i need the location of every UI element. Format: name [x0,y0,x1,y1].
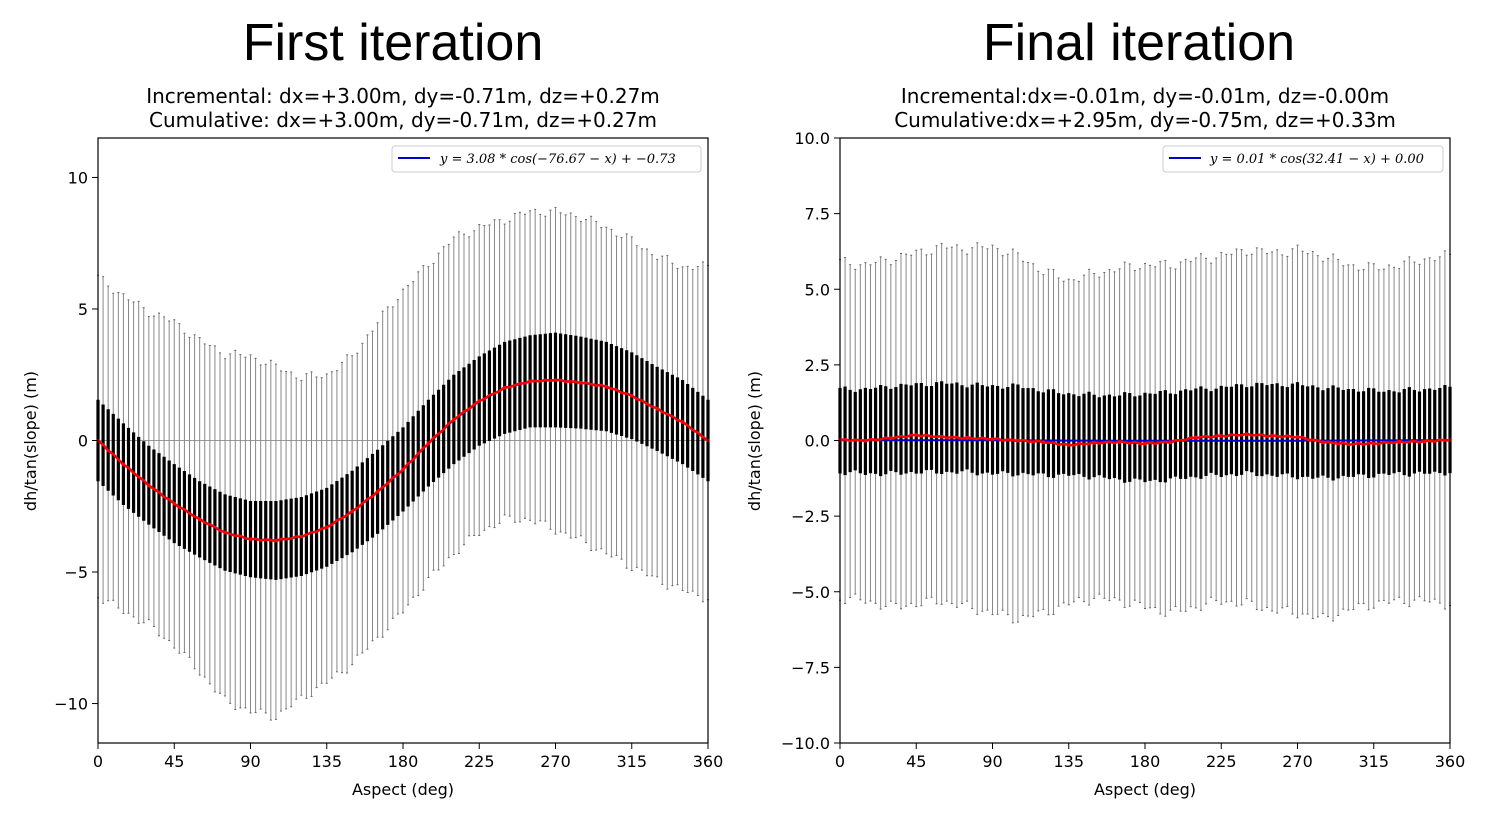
left-y-tick-label: −10 [54,695,88,714]
left-median-point [324,525,329,530]
right-fit-curve [840,439,1451,442]
right-y-tick-label: 0.0 [805,432,830,451]
right-x-tick-label: 180 [1130,752,1161,771]
left-median-point [172,501,177,506]
left-y-axis-label: dh/tan(slope) (m) [21,371,40,511]
left-median-point [299,534,304,539]
right-median-point [1346,442,1351,446]
left-legend-label: y = 3.08 * cos(−76.67 − x) + −0.73 [439,152,676,167]
left-x-tick-label: 90 [240,752,260,771]
right-median-point [1168,440,1173,444]
right-y-tick-label: 7.5 [805,205,830,224]
right-median-point [939,435,944,439]
left-median-point [426,441,431,445]
right-median-point [1041,440,1046,444]
right-median-point [863,438,868,443]
left-median-point [604,384,609,389]
right-y-tick-label: −10.0 [781,734,830,753]
right-x-tick-label: 0 [835,752,845,771]
right-median-point [1371,441,1376,446]
right-chart-subtitle-incremental: Incremental:dx=-0.01m, dy=-0.01m, dz=-0.… [901,84,1389,108]
left-chart-subtitle-incremental: Incremental: dx=+3.00m, dy=-0.71m, dz=+0… [146,84,660,108]
left-median-point [553,378,558,382]
left-x-tick-label: 180 [388,752,419,771]
right-median-point [889,436,893,440]
left-median-point [528,379,532,384]
left-y-tick-label: 10 [68,168,88,187]
left-x-axis-label: Aspect (deg) [352,780,454,799]
right-median-point [1422,439,1427,444]
left-median-point [477,399,482,403]
left-plot-area: 0 45 90 135 180 225 270 315 360 10 5 0 −5 −10 [54,137,724,771]
right-x-tick-label: 90 [982,752,1002,771]
right-median-point [1194,435,1198,440]
right-y-tick-label: 10.0 [794,129,830,148]
left-x-tick-label: 270 [540,752,571,771]
left-x-tick-label: 135 [311,752,342,771]
right-y-tick-label: −2.5 [791,507,830,526]
left-median-point [274,538,278,543]
right-median-point [1397,440,1401,444]
left-chart-subtitle-cumulative: Cumulative: dx=+3.00m, dy=-0.71m, dz=+0.… [149,108,657,132]
left-median-point [655,407,659,411]
right-x-tick-label: 225 [1206,752,1237,771]
right-median-point [1066,443,1071,447]
right-y-tick-label: 5.0 [805,280,830,299]
left-median-point [502,386,507,390]
right-median-point [1092,441,1096,445]
right-median-point [1295,435,1300,439]
right-errorbars [838,242,1452,624]
left-median-point [350,509,354,514]
left-y-tick-label: 0 [78,432,88,451]
right-y-tick-label: −5.0 [791,583,830,602]
left-median-point [401,467,405,472]
left-median-point [452,417,456,422]
right-median-point [1244,432,1249,437]
right-x-tick-label: 360 [1435,752,1466,771]
right-x-tick-label: 315 [1358,752,1389,771]
left-x-tick-label: 360 [693,752,724,771]
left-median-point [147,483,151,488]
left-errorbars [96,206,710,721]
right-chart-subtitle-cumulative: Cumulative:dx=+2.95m, dy=-0.75m, dz=+0.3… [894,108,1396,132]
left-median-point [121,462,126,466]
right-x-tick-label: 135 [1053,752,1084,771]
right-x-tick-label: 45 [906,752,926,771]
left-y-tick-label: −5 [64,563,88,582]
left-x-tick-label: 315 [616,752,647,771]
right-legend: y = 0.01 * cos(32.41 − x) + 0.00 [1162,145,1444,173]
right-plot-area: 0 45 90 135 180 225 270 315 360 10.0 7.5 5.0 2.5 0.0 −… [781,129,1465,771]
right-legend-label: y = 0.01 * cos(32.41 − x) + 0.00 [1209,152,1424,167]
right-median-point [1321,440,1325,444]
left-chart-title: First iteration [243,14,544,72]
left-median-point [629,393,634,398]
right-median-point [1219,434,1224,438]
right-x-tick-label: 270 [1282,752,1313,771]
right-median-point [1143,441,1147,446]
left-legend: y = 3.08 * cos(−76.67 − x) + −0.73 [391,145,702,173]
right-median-point [1117,440,1122,444]
right-chart-title: Final iteration [983,14,1295,72]
right-median-point [1016,438,1020,443]
right-y-tick-label: −7.5 [791,658,830,677]
left-x-tick-label: 45 [164,752,184,771]
left-y-tick-label: 5 [78,300,88,319]
right-median-point [1270,434,1274,438]
right-median-point [914,433,919,437]
left-median-point [248,537,253,541]
left-median-point [680,420,685,424]
left-median-point [223,530,227,535]
right-y-axis-label: dh/tan(slope) (m) [745,371,764,511]
left-x-tick-label: 0 [93,752,103,771]
right-x-axis-label: Aspect (deg) [1094,780,1196,799]
left-median-point [579,380,583,385]
left-median-point [197,517,202,522]
right-y-tick-label: 2.5 [805,356,830,375]
right-median-point [965,436,969,440]
left-x-tick-label: 225 [464,752,495,771]
left-median-point [375,489,380,494]
right-median-point [990,437,995,441]
